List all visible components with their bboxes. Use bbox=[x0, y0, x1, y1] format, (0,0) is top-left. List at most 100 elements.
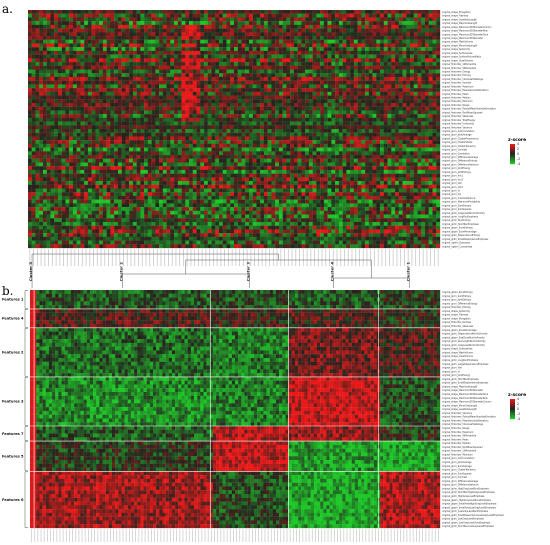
heatmap-cell bbox=[395, 99, 399, 104]
heatmap-cell bbox=[211, 95, 216, 100]
heatmap-cell bbox=[245, 80, 250, 85]
heatmap-cell bbox=[181, 114, 186, 118]
heatmap-cell bbox=[121, 76, 126, 81]
heatmap-cell bbox=[342, 155, 347, 159]
heatmap-cell bbox=[387, 117, 392, 122]
heatmap-cell bbox=[278, 76, 283, 81]
heatmap-cell bbox=[144, 173, 149, 178]
heatmap-cell bbox=[421, 151, 426, 156]
heatmap-cell bbox=[312, 88, 317, 92]
heatmap-cell bbox=[413, 50, 418, 55]
heatmap-cell bbox=[425, 173, 429, 178]
heatmap-cell bbox=[323, 32, 328, 37]
heatmap-cell bbox=[35, 147, 40, 152]
heatmap-cell bbox=[421, 69, 426, 74]
heatmap-cell bbox=[117, 84, 122, 89]
heatmap-cell bbox=[155, 17, 160, 22]
heatmap-cell bbox=[365, 155, 369, 159]
heatmap-cell bbox=[35, 95, 40, 100]
heatmap-cell bbox=[189, 47, 193, 52]
heatmap-cell bbox=[293, 32, 298, 37]
heatmap-cell bbox=[278, 143, 283, 148]
heatmap-cell bbox=[170, 121, 175, 126]
heatmap-cell bbox=[256, 84, 261, 89]
heatmap-cell bbox=[327, 13, 332, 18]
heatmap-cell bbox=[144, 43, 149, 48]
heatmap-cell bbox=[301, 50, 306, 55]
heatmap-cell bbox=[159, 73, 163, 78]
heatmap-cell bbox=[125, 121, 130, 126]
heatmap-cell bbox=[353, 54, 358, 59]
heatmap-cell bbox=[267, 24, 272, 29]
heatmap-cell bbox=[413, 117, 418, 122]
heatmap-cell bbox=[99, 125, 104, 130]
heatmap-cell bbox=[215, 151, 220, 156]
heatmap-cell bbox=[31, 32, 36, 37]
heatmap-cell bbox=[35, 47, 40, 52]
heatmap-cell bbox=[278, 39, 283, 44]
heatmap-cell bbox=[170, 73, 175, 78]
heatmap-cell bbox=[428, 158, 433, 163]
heatmap-cell bbox=[263, 36, 268, 40]
heatmap-cell bbox=[263, 54, 268, 59]
heatmap-cell bbox=[125, 65, 130, 70]
heatmap-cell bbox=[91, 62, 96, 66]
heatmap-cell bbox=[327, 143, 332, 148]
heatmap-cell bbox=[65, 95, 70, 100]
heatmap-cell bbox=[196, 36, 201, 40]
heatmap-cell bbox=[282, 110, 287, 115]
heatmap-cell bbox=[185, 54, 190, 59]
heatmap-cell bbox=[50, 102, 55, 107]
heatmap-cell bbox=[436, 143, 441, 148]
heatmap-cell bbox=[155, 54, 160, 59]
heatmap-cell bbox=[114, 84, 119, 89]
heatmap-cell bbox=[252, 158, 257, 163]
heatmap-cell bbox=[305, 166, 310, 171]
heatmap-cell bbox=[215, 110, 220, 115]
heatmap-cell bbox=[65, 69, 70, 74]
heatmap-cell bbox=[144, 143, 149, 148]
heatmap-cell bbox=[413, 54, 418, 59]
heatmap-cell bbox=[84, 117, 89, 122]
heatmap-cell bbox=[69, 80, 74, 85]
heatmap-cell bbox=[129, 99, 134, 104]
heatmap-cell bbox=[136, 58, 141, 63]
heatmap-cell bbox=[102, 84, 107, 89]
heatmap-cell bbox=[222, 158, 227, 163]
heatmap-cell bbox=[293, 13, 298, 18]
heatmap-cell bbox=[282, 47, 287, 52]
heatmap-cell bbox=[320, 21, 325, 26]
heatmap-cell bbox=[320, 58, 325, 63]
heatmap-cell bbox=[417, 95, 422, 100]
heatmap-cell bbox=[293, 121, 298, 126]
heatmap-cell bbox=[106, 80, 111, 85]
heatmap-cell bbox=[350, 121, 355, 126]
heatmap-cell bbox=[410, 54, 414, 59]
heatmap-cell bbox=[271, 173, 276, 178]
heatmap-cell bbox=[282, 62, 287, 66]
heatmap-cell bbox=[61, 54, 66, 59]
heatmap-cell bbox=[372, 36, 377, 40]
heatmap-cell bbox=[80, 132, 85, 137]
heatmap-cell bbox=[72, 106, 77, 111]
heatmap-cell bbox=[323, 136, 328, 141]
heatmap-cell bbox=[196, 39, 201, 44]
heatmap-cell bbox=[61, 147, 66, 152]
heatmap-cell bbox=[91, 80, 96, 85]
heatmap-cell bbox=[46, 173, 51, 178]
heatmap-cell bbox=[406, 140, 411, 145]
heatmap-cell bbox=[293, 173, 298, 178]
heatmap-cell bbox=[260, 58, 265, 63]
heatmap-cell bbox=[252, 147, 257, 152]
heatmap-cell bbox=[410, 88, 414, 92]
heatmap-cell bbox=[57, 58, 62, 63]
heatmap-cell bbox=[204, 50, 208, 55]
heatmap-cell bbox=[95, 17, 100, 22]
heatmap-cell bbox=[39, 99, 44, 104]
heatmap-cell bbox=[406, 32, 411, 37]
heatmap-cell bbox=[215, 32, 220, 37]
heatmap-cell bbox=[335, 50, 340, 55]
heatmap-cell bbox=[353, 99, 358, 104]
heatmap-cell bbox=[335, 84, 340, 89]
heatmap-cell bbox=[398, 121, 403, 126]
